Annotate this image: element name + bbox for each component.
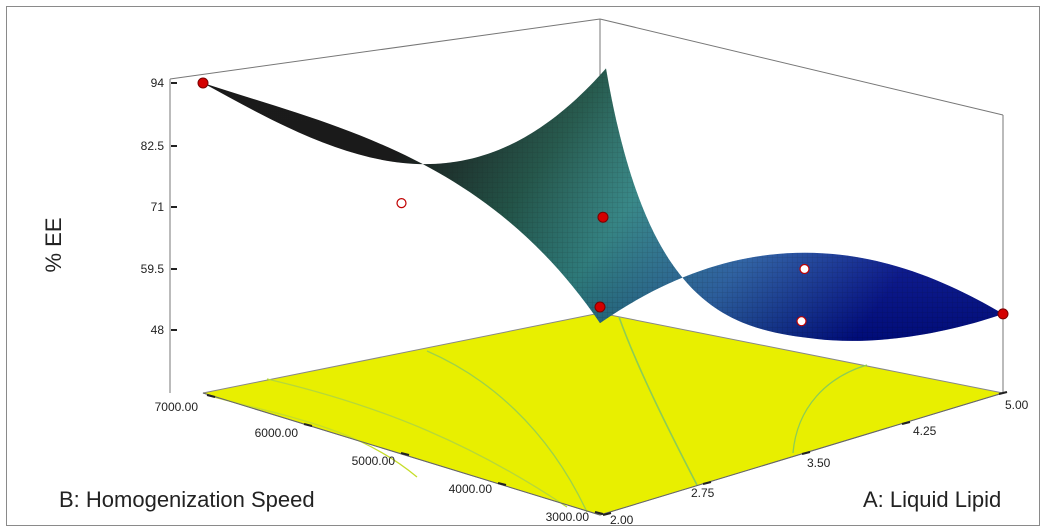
design-point-0	[197, 77, 209, 89]
x-tick-label-0: 2.00	[610, 513, 634, 525]
x-tick-mark-3	[901, 421, 911, 425]
y-tick-mark-0	[594, 511, 604, 515]
z-tick-label-2: 71	[151, 200, 165, 214]
floor-contour-line-5	[792, 364, 868, 454]
y-tick-label-0: 3000.00	[546, 510, 590, 524]
design-point-4	[796, 316, 807, 327]
floor-plane	[202, 312, 1004, 516]
y-tick-mark-1	[497, 482, 507, 486]
y-tick-label-4: 7000.00	[155, 400, 199, 414]
design-point-2	[594, 301, 606, 313]
back-edge-top	[169, 18, 601, 80]
x-tick-mark-0	[602, 512, 612, 516]
floor-contour-line-2	[266, 378, 568, 508]
surface-plot: 94 82.5 71 59.5 48 % EE 3000.00 4000.00 …	[41, 18, 1029, 525]
y-tick-label-3: 6000.00	[255, 426, 299, 440]
design-point-5	[997, 308, 1009, 320]
design-point-6	[799, 263, 810, 275]
x-tick-mark-1	[702, 481, 712, 485]
design-point-1	[396, 198, 407, 209]
z-tick-label-4: 48	[151, 323, 165, 337]
chart-frame: 94 82.5 71 59.5 48 % EE 3000.00 4000.00 …	[6, 6, 1040, 526]
x-tick-mark-4	[998, 391, 1008, 395]
x-tick-label-4: 5.00	[1005, 398, 1029, 412]
x-tick-label-2: 3.50	[807, 456, 831, 470]
design-point-3	[597, 211, 609, 223]
z-tick-label-0: 94	[151, 76, 165, 90]
surface-shade	[203, 68, 1003, 341]
response-surface	[203, 68, 1003, 341]
z-tick-label-1: 82.5	[141, 139, 165, 153]
y-axis: 3000.00 4000.00 5000.00 6000.00 7000.00 …	[59, 394, 604, 524]
x-tick-label-3: 4.25	[913, 424, 937, 438]
z-axis: 94 82.5 71 59.5 48 % EE	[41, 76, 177, 337]
floor-contour-fill	[202, 312, 1004, 516]
y-tick-mark-3	[303, 423, 313, 427]
y-tick-label-1: 4000.00	[449, 482, 493, 496]
floor-contour-line-1	[213, 396, 418, 478]
y-tick-label-2: 5000.00	[352, 454, 396, 468]
back-edge-right-top	[599, 18, 1004, 116]
z-tick-label-3: 59.5	[141, 262, 165, 276]
x-axis-title: A: Liquid Lipid	[863, 487, 1001, 512]
floor-contour-line-4	[618, 316, 698, 486]
x-tick-label-1: 2.75	[691, 486, 715, 500]
y-axis-title: B: Homogenization Speed	[59, 487, 315, 512]
y-tick-mark-4	[206, 394, 216, 398]
design-points	[197, 77, 1009, 327]
x-tick-mark-2	[801, 451, 811, 455]
floor-contour-line-3	[426, 350, 588, 513]
z-axis-title: % EE	[41, 217, 66, 272]
y-tick-mark-2	[400, 452, 410, 456]
front-edge-right	[599, 392, 1004, 516]
x-axis: 2.00 2.75 3.50 4.25 5.00 A: Liquid Lipid	[602, 391, 1029, 525]
